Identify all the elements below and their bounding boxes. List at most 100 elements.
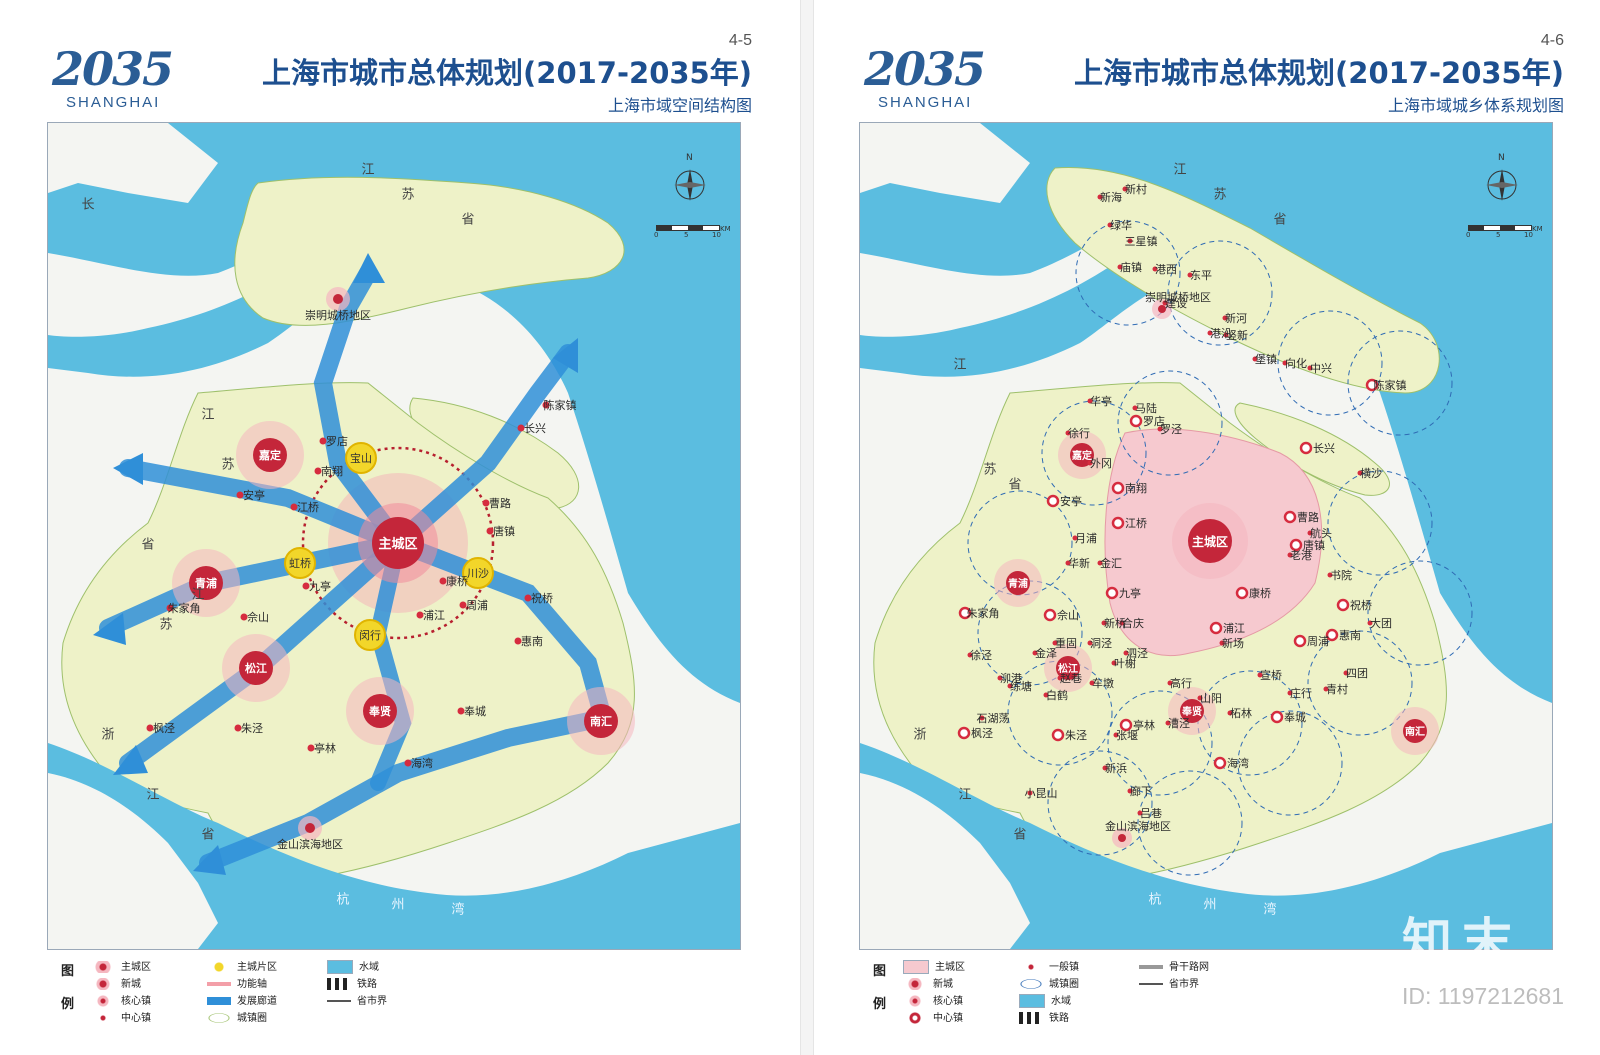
general-town-node [1227,710,1233,716]
new-city-node [1403,719,1427,743]
central-town-label: 安亭 [1060,495,1082,508]
general-town-label: 月浦 [1075,532,1097,545]
water-swatch [1019,994,1045,1008]
general-town-node [1257,672,1263,678]
general-town-label: 罗泾 [1160,423,1182,436]
general-town-label: 山阳 [1200,692,1222,705]
general-town-label: 新海 [1100,191,1122,204]
legend-item-label: 功能轴 [237,979,267,990]
general-town-node [1101,620,1107,626]
general-town-node [1107,222,1113,228]
compass-rose: N [1472,153,1532,243]
central-town-label: 佘山 [1057,609,1079,622]
central-swatch [91,1012,115,1024]
river-label: 湾 [451,902,465,918]
legend-item-label: 水域 [359,962,379,973]
general-town-node [979,715,985,721]
province-label: 江 [953,357,967,373]
central-town-label: 海湾 [1227,757,1249,770]
page-number: 4-6 [1540,32,1564,49]
sub-center-label: 闵行 [359,628,381,642]
town-circle-ring [1367,560,1473,666]
central-town-label: 祝桥 [531,592,553,605]
province-label: 苏 [983,462,997,478]
general-town-node [1043,692,1049,698]
central-town-node [404,759,412,767]
central-town-node [166,604,174,612]
central-town-label: 奉城 [1284,711,1306,724]
legend-item: 骨干路网 [1139,958,1209,973]
sub-center-node [284,547,316,579]
compass-icon [1486,169,1518,201]
province-label: 浙 [101,727,115,743]
central-town-label: 祝桥 [1350,599,1372,612]
central-town-label: 曹路 [489,497,511,510]
central-town-label: 康桥 [1249,587,1271,600]
town-circle-ring [1167,240,1273,346]
general-town-node [1065,560,1071,566]
legend-item: 主城片区 [207,958,277,973]
general-town-node [1252,356,1258,362]
new-city-node [1056,656,1080,680]
central-town-node [1111,481,1125,495]
central-town-label: 佘山 [247,611,269,624]
general-town-label: 青村 [1326,683,1348,696]
sub-center-label: 宝山 [350,451,372,465]
general-town-label: 华亭 [1090,395,1112,408]
town-circle-ring [1137,770,1243,876]
central-town-label: 陈家镇 [543,399,577,412]
province-label: 江 [191,587,205,603]
legend-item-label: 铁路 [357,979,377,990]
central-ring-swatch [903,1012,927,1024]
general-town-label: 外冈 [1090,457,1112,470]
central-town-node [319,437,327,445]
main-city-label: 主城区 [1192,534,1228,549]
province-label: 苏 [401,187,415,203]
legend-item: 铁路 [327,975,377,990]
legend-item-label: 主城区 [935,962,965,973]
water-swatch [327,960,353,974]
scale-unit: KM [1532,225,1543,233]
general-town-label: 新村 [1125,183,1147,196]
central-town-node [1119,718,1133,732]
legend-title-2: 例 [873,997,887,1012]
legend-item-label: 发展廊道 [237,996,277,1007]
general-town-label: 老港 [1290,549,1312,562]
legend-item-label: 一般镇 [1049,962,1079,973]
core-town-node [333,294,343,304]
rail-swatch [327,978,351,990]
general-town-node [997,675,1003,681]
central-town-label: 曹路 [1297,511,1319,524]
central-town-node [482,499,490,507]
axis-swatch [207,978,231,990]
new-city-label: 松江 [1058,662,1078,675]
general-town-label: 新河 [1225,312,1247,325]
central-town-label: 朱家角 [966,607,1000,620]
scale-bar: 0 5 10 KM [654,225,731,241]
page-number: 4-5 [728,32,752,49]
general-town-label: 堡镇 [1255,353,1277,366]
central-town-node [307,744,315,752]
logo-number: 2035 [864,42,986,96]
legend-item: 省市界 [1139,975,1199,990]
central-town-node [1299,441,1313,455]
general-town-label: 宣桥 [1260,669,1282,682]
central-town-label: 安亭 [243,489,265,502]
province-label: 苏 [159,617,173,633]
central-town-node [957,726,971,740]
general-town-node [1027,790,1033,796]
general-town-label: 四团 [1346,667,1368,680]
general-town-node [1307,365,1313,371]
central-town-node [1293,634,1307,648]
general-town-label: 泗泾 [1126,647,1148,660]
legend-item-label: 核心镇 [121,996,151,1007]
new-city-label: 松江 [245,661,267,675]
new-swatch [91,978,115,990]
core-town-node [1158,305,1166,313]
central-town-label: 陈家镇 [1373,379,1407,392]
general-town-label: 书院 [1330,569,1352,582]
general-town-label: 练塘 [1010,680,1032,693]
general-town-node [1367,620,1373,626]
general-town-node [967,652,973,658]
